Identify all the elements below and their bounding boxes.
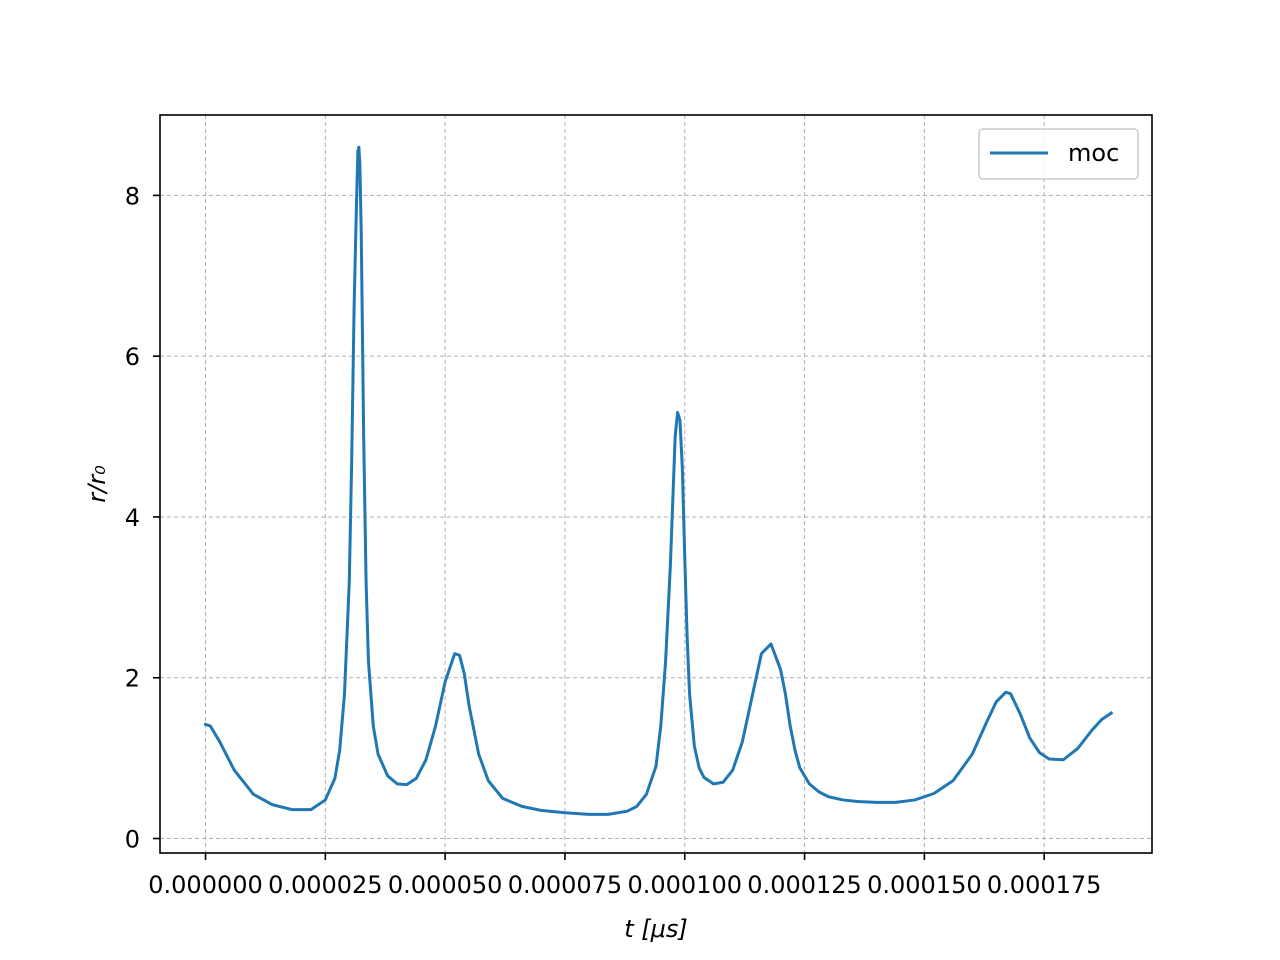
- y-tick-label: 8: [125, 182, 140, 210]
- y-tick-label: 6: [125, 343, 140, 371]
- x-tick-label: 0.000100: [627, 871, 742, 899]
- plot-frame: [159, 114, 1153, 854]
- y-tick-label: 2: [125, 665, 140, 693]
- grid: [160, 115, 1152, 853]
- legend-label: moc: [1068, 139, 1119, 167]
- x-tick-label: 0.000075: [508, 871, 623, 899]
- plot-area: [160, 115, 1152, 853]
- x-tick-label: 0.000000: [148, 871, 263, 899]
- y-tick-label: 0: [125, 826, 140, 854]
- x-tick-label: 0.000150: [867, 871, 982, 899]
- x-tick-label: 0.000125: [747, 871, 862, 899]
- y-axis-label: r/r₀: [83, 465, 111, 503]
- ticks: 0.000000 0.000025 0.000050 0.000075 0.000100…: [125, 182, 1102, 899]
- legend: moc: [978, 128, 1139, 180]
- series-line-moc: [203, 145, 1114, 816]
- legend-frame: [978, 128, 1139, 180]
- y-tick-label: 4: [125, 504, 140, 532]
- x-tick-label: 0.000050: [388, 871, 503, 899]
- series-layer: [203, 145, 1114, 816]
- x-tick-label: 0.000025: [268, 871, 383, 899]
- x-axis-label: t [μs]: [624, 915, 688, 943]
- x-tick-label: 0.000175: [987, 871, 1102, 899]
